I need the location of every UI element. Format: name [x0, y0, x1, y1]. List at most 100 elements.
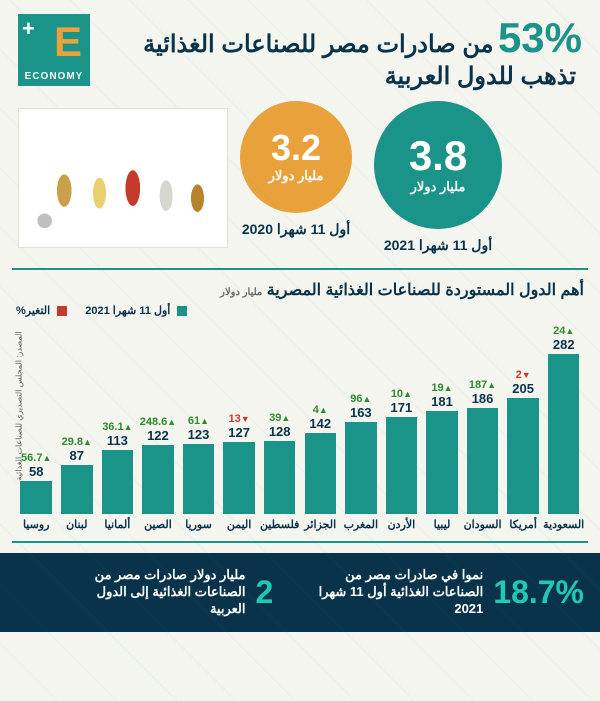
bar-country: اليمن — [227, 518, 251, 531]
bar-country: فلسطين — [260, 518, 299, 531]
bar-change: ▲39 — [269, 412, 290, 424]
footer-growth-text: نموا في صادرات مصر من الصناعات الغذائية … — [303, 567, 483, 618]
bar-value-label: 128 — [269, 424, 291, 439]
header: 53% من صادرات مصر للصناعات الغذائية تذهب… — [0, 0, 600, 97]
bar-col: ▲39128 فلسطين — [261, 412, 298, 531]
legend-value-label: أول 11 شهرا 2021 — [85, 305, 170, 317]
stat-primary-caption: أول 11 شهرا 2021 — [374, 237, 502, 254]
footer-value-num: 2 — [255, 574, 273, 611]
logo-letter: E — [54, 18, 82, 66]
stat-primary: 3.8 مليار دولار أول 11 شهرا 2021 — [374, 101, 502, 254]
chart-source: المصدر: المجلس التصديري للصناعات الغذائي… — [14, 331, 23, 480]
bar-value-label: 282 — [553, 337, 575, 352]
bar-change: ▲96 — [350, 393, 371, 405]
headline-line2: تذهب للدول العربية — [104, 62, 576, 91]
chart-section: أهم الدول المستوردة للصناعات الغذائية ال… — [12, 268, 588, 543]
headline-percent: 53% — [498, 14, 582, 61]
headline-line1: من صادرات مصر للصناعات الغذائية — [143, 31, 493, 58]
bar-col: ▲36.1113 ألمانيا — [99, 421, 136, 531]
bar — [305, 433, 336, 514]
bar-value-label: 87 — [70, 448, 84, 463]
stat-primary-circle: 3.8 مليار دولار — [374, 101, 502, 229]
bar-country: ليبيا — [434, 518, 451, 531]
bar-change: ▲36.1 — [102, 421, 132, 433]
bar-col: ▲61123 سوريا — [180, 415, 217, 531]
footer-growth: 18.7% نموا في صادرات مصر من الصناعات الغ… — [303, 567, 584, 618]
bar-value-label: 127 — [228, 425, 250, 440]
bar-value-label: 142 — [309, 416, 331, 431]
bar-col: ▲96163 المغرب — [343, 393, 380, 531]
bar-value-label: 113 — [107, 433, 128, 448]
bar — [142, 445, 173, 514]
bar-value-label: 205 — [512, 381, 534, 396]
bar-chart: ▲24282السعودية▼2205أمريكا▲187186السودان▲… — [16, 321, 584, 531]
bar-col: ▲4142 الجزائر — [302, 404, 339, 531]
bar-country: الأردن — [388, 518, 416, 531]
bar-country: روسيا — [23, 518, 50, 531]
bar-col: ▲10171الأردن — [383, 388, 420, 531]
product-photo — [18, 108, 228, 248]
bar-col: ▲29.887 لبنان — [58, 436, 95, 531]
bar-country: ألمانيا — [104, 518, 130, 531]
bar-country: لبنان — [66, 518, 87, 531]
bar-country: الجزائر — [304, 518, 336, 531]
brand-logo: + E ECONOMY — [18, 14, 90, 86]
bar-country: المغرب — [344, 518, 379, 531]
bar-country: السودان — [464, 518, 502, 531]
bar-change: ▲19 — [431, 382, 452, 394]
bar-change: ▲56.7 — [21, 452, 51, 464]
bar — [102, 450, 133, 514]
bar-value-label: 186 — [472, 391, 494, 406]
chart-legend: أول 11 شهرا 2021 التغير% — [16, 304, 584, 317]
bar-change: ▼2 — [516, 369, 531, 381]
stat-secondary-caption: أول 11 شهرا 2020 — [240, 221, 352, 238]
chart-unit: مليار دولار — [220, 287, 262, 298]
footer-growth-pct: 18.7% — [493, 574, 584, 611]
bar-country: سوريا — [185, 518, 212, 531]
bar — [183, 444, 214, 514]
bar — [223, 442, 254, 514]
bar — [345, 422, 376, 514]
bar-col: ▲248.6122الصين — [140, 416, 177, 531]
legend-change-label: التغير% — [16, 305, 50, 317]
legend-change: التغير% — [16, 304, 67, 317]
bar-change: ▲187 — [469, 379, 496, 391]
bar — [548, 354, 579, 514]
bar-col: ▲19181 ليبيا — [424, 382, 461, 531]
bar — [61, 465, 92, 514]
stat-secondary-unit: مليار دولار — [269, 168, 324, 184]
footer-value-text: مليار دولار صادرات مصر من الصناعات الغذا… — [65, 567, 245, 618]
bar-change: ▲4 — [313, 404, 328, 416]
stat-primary-unit: مليار دولار — [411, 179, 466, 195]
bar-col: ▼2205 أمريكا — [505, 369, 542, 531]
bar-change: ▲24 — [553, 325, 574, 337]
bar — [264, 441, 295, 514]
chart-title: أهم الدول المستوردة للصناعات الغذائية ال… — [16, 280, 584, 300]
footer-value: 2 مليار دولار صادرات مصر من الصناعات الغ… — [65, 567, 273, 618]
bar-change: ▲248.6 — [140, 416, 176, 428]
bar-value-label: 123 — [188, 427, 210, 442]
chart-title-text: أهم الدول المستوردة للصناعات الغذائية ال… — [267, 282, 584, 299]
logo-plus-icon: + — [22, 16, 35, 42]
bar-value-label: 181 — [431, 394, 453, 409]
bar-change: ▲29.8 — [62, 436, 92, 448]
legend-value: أول 11 شهرا 2021 — [85, 304, 187, 317]
top-stats-row: 3.8 مليار دولار أول 11 شهرا 2021 3.2 ملي… — [0, 97, 600, 264]
bar-col: ▲187186 السودان — [464, 379, 501, 531]
bar-col: ▼13127اليمن — [221, 413, 258, 531]
bar-col: ▲24282السعودية — [545, 325, 582, 531]
bar — [507, 398, 538, 514]
bar-change: ▲61 — [188, 415, 209, 427]
bar-value-label: 58 — [29, 464, 43, 479]
bar — [426, 411, 457, 514]
stat-secondary-value: 3.2 — [271, 130, 321, 166]
legend-change-swatch — [57, 306, 67, 316]
bar-value-label: 163 — [350, 405, 372, 420]
headline: 53% من صادرات مصر للصناعات الغذائية تذهب… — [104, 14, 582, 91]
bar-col: ▲56.758 روسيا — [18, 452, 55, 531]
bar — [467, 408, 498, 514]
stat-secondary: 3.2 مليار دولار أول 11 شهرا 2020 — [240, 101, 352, 254]
legend-value-swatch — [177, 306, 187, 316]
bar-country: أمريكا — [509, 518, 537, 531]
bar-value-label: 122 — [147, 428, 169, 443]
